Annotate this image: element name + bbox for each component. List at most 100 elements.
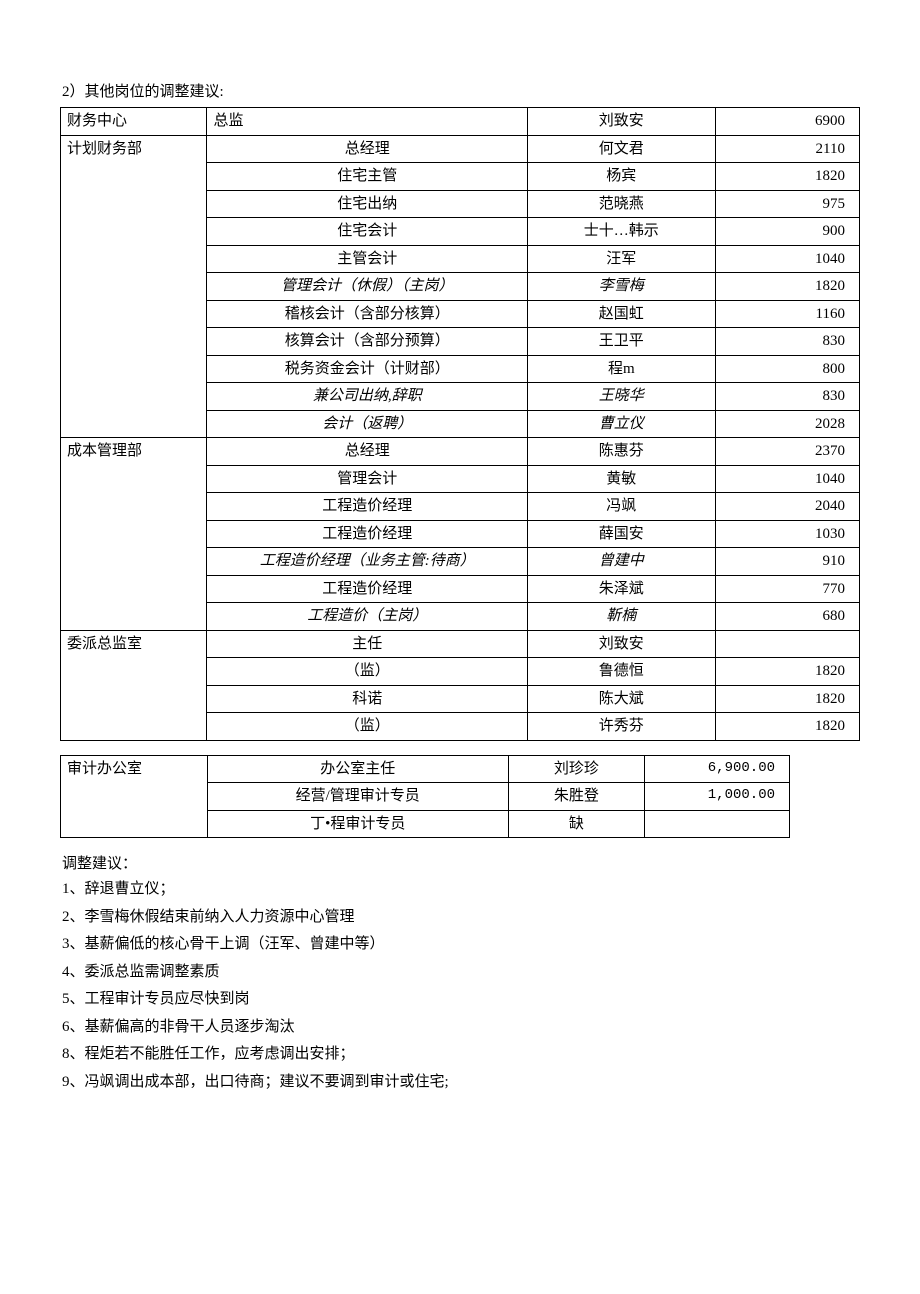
name-cell: 杨宾 [528,163,715,191]
name-cell: 朱胜登 [508,783,645,811]
name-cell: 缺 [508,810,645,838]
position-cell: 税务资金会计（计财部） [207,355,528,383]
position-cell: 工程造价经理（业务主管:待商） [207,548,528,576]
name-cell: 鲁德恒 [528,658,715,686]
positions-table-2: 审计办公室办公室主任刘珍珍6,900.00经营/管理审计专员朱胜登1,000.0… [60,755,790,839]
value-cell: 910 [715,548,859,576]
dept-cell: 计划财务部 [61,135,207,438]
position-cell: 经营/管理审计专员 [207,783,508,811]
value-cell: 1030 [715,520,859,548]
value-cell [645,810,790,838]
name-cell: 许秀芬 [528,713,715,741]
value-cell: 830 [715,328,859,356]
value-cell: 680 [715,603,859,631]
position-cell: 总经理 [207,135,528,163]
value-cell: 1,000.00 [645,783,790,811]
dept-cell: 委派总监室 [61,630,207,740]
value-cell: 1820 [715,163,859,191]
name-cell: 王晓华 [528,383,715,411]
name-cell: 陈大斌 [528,685,715,713]
value-cell: 1040 [715,465,859,493]
value-cell: 2370 [715,438,859,466]
value-cell: 2110 [715,135,859,163]
note-line: 5、工程审计专员应尽快到岗 [62,987,860,1013]
positions-table-1: 财务中心总监刘致安6900计划财务部总经理何文君2110住宅主管杨宾1820住宅… [60,107,860,741]
value-cell: 6900 [715,108,859,136]
section-heading: 2）其他岗位的调整建议: [62,80,860,101]
position-cell: 住宅主管 [207,163,528,191]
notes-heading: 调整建议： [62,852,860,873]
value-cell: 1820 [715,273,859,301]
note-line: 2、李雪梅休假结束前纳入人力资源中心管理 [62,905,860,931]
value-cell: 1820 [715,713,859,741]
name-cell: 曹立仪 [528,410,715,438]
name-cell: 曾建中 [528,548,715,576]
table-row: 委派总监室主任刘致安 [61,630,860,658]
position-cell: 总经理 [207,438,528,466]
position-cell: 工程造价（主岗） [207,603,528,631]
position-cell: 总监 [207,108,528,136]
table-row: 财务中心总监刘致安6900 [61,108,860,136]
name-cell: 何文君 [528,135,715,163]
value-cell: 900 [715,218,859,246]
position-cell: 住宅会计 [207,218,528,246]
position-cell: 兼公司出纳,辞职 [207,383,528,411]
name-cell: 朱泽斌 [528,575,715,603]
value-cell [715,630,859,658]
value-cell: 1160 [715,300,859,328]
position-cell: 主任 [207,630,528,658]
dept-cell: 成本管理部 [61,438,207,631]
position-cell: （监） [207,713,528,741]
value-cell: 770 [715,575,859,603]
note-line: 6、基薪偏高的非骨干人员逐步淘汰 [62,1015,860,1041]
value-cell: 975 [715,190,859,218]
value-cell: 1040 [715,245,859,273]
name-cell: 冯飒 [528,493,715,521]
position-cell: 科诺 [207,685,528,713]
name-cell: 李雪梅 [528,273,715,301]
table-row: 成本管理部总经理陈惠芬2370 [61,438,860,466]
position-cell: 住宅出纳 [207,190,528,218]
table-row: 计划财务部总经理何文君2110 [61,135,860,163]
position-cell: （监） [207,658,528,686]
table-row: 审计办公室办公室主任刘珍珍6,900.00 [61,755,790,783]
name-cell: 刘致安 [528,630,715,658]
value-cell: 800 [715,355,859,383]
position-cell: 会计（返聘） [207,410,528,438]
name-cell: 汪军 [528,245,715,273]
note-line: 8、程炬若不能胜任工作，应考虑调出安排； [62,1042,860,1068]
note-line: 1、辞退曹立仪； [62,877,860,903]
name-cell: 士十…韩示 [528,218,715,246]
position-cell: 管理会计（休假）（主岗） [207,273,528,301]
position-cell: 工程造价经理 [207,520,528,548]
name-cell: 靳楠 [528,603,715,631]
name-cell: 赵国虹 [528,300,715,328]
value-cell: 1820 [715,685,859,713]
value-cell: 6,900.00 [645,755,790,783]
notes-list: 1、辞退曹立仪；2、李雪梅休假结束前纳入人力资源中心管理3、基薪偏低的核心骨干上… [60,877,860,1095]
value-cell: 2040 [715,493,859,521]
dept-cell: 财务中心 [61,108,207,136]
note-line: 9、冯飒调出成本部，出口待商；建议不要调到审计或住宅; [62,1070,860,1096]
name-cell: 程m [528,355,715,383]
position-cell: 稽核会计（含部分核算） [207,300,528,328]
name-cell: 刘致安 [528,108,715,136]
position-cell: 管理会计 [207,465,528,493]
name-cell: 薛国安 [528,520,715,548]
name-cell: 黄敏 [528,465,715,493]
value-cell: 2028 [715,410,859,438]
name-cell: 范晓燕 [528,190,715,218]
position-cell: 工程造价经理 [207,575,528,603]
position-cell: 办公室主任 [207,755,508,783]
value-cell: 1820 [715,658,859,686]
name-cell: 陈惠芬 [528,438,715,466]
position-cell: 核算会计（含部分预算） [207,328,528,356]
position-cell: 主管会计 [207,245,528,273]
name-cell: 刘珍珍 [508,755,645,783]
value-cell: 830 [715,383,859,411]
note-line: 4、委派总监需调整素质 [62,960,860,986]
position-cell: 丁•程审计专员 [207,810,508,838]
name-cell: 王卫平 [528,328,715,356]
dept-cell: 审计办公室 [61,755,208,838]
position-cell: 工程造价经理 [207,493,528,521]
